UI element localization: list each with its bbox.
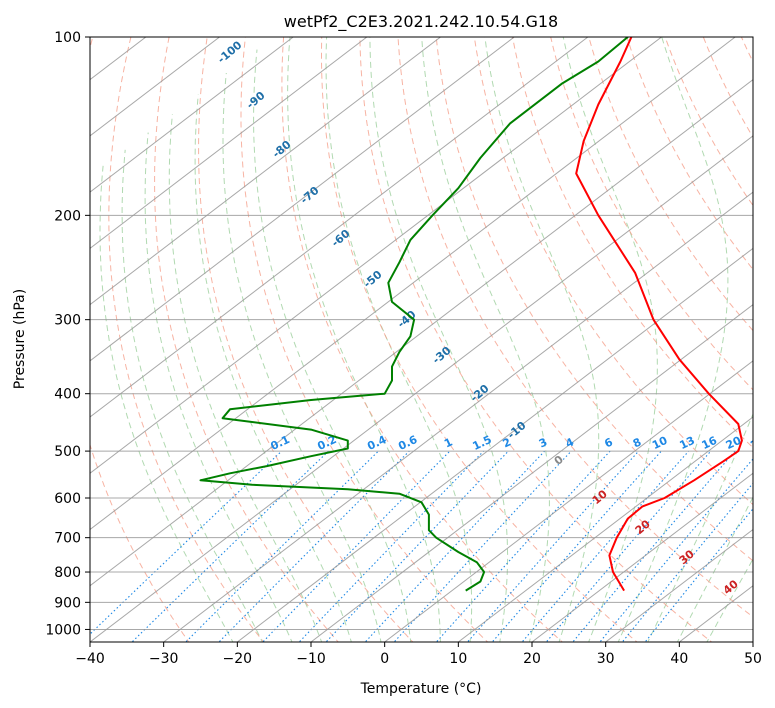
mixing-ratio-label: 16 — [700, 434, 720, 452]
x-tick-label: 50 — [744, 651, 762, 667]
y-tick-label: 200 — [54, 208, 81, 224]
y-tick-label: 900 — [54, 595, 81, 611]
mixing-ratio-label: 25 — [749, 434, 768, 452]
mixing-ratio-line — [466, 450, 640, 642]
dry-adiabat — [473, 37, 753, 506]
isotherm — [605, 528, 753, 642]
moist-adiabat — [617, 37, 729, 642]
y-tick-label: 600 — [54, 491, 81, 507]
mixing-ratio-line — [218, 450, 410, 642]
y-tick-label: 100 — [54, 30, 81, 46]
plot-frame — [89, 36, 754, 643]
isotherms — [90, 37, 753, 642]
isotherm — [90, 79, 753, 587]
y-tick-label: 700 — [54, 531, 81, 547]
dry-adiabat — [359, 37, 713, 642]
mixing-ratio-line — [298, 450, 484, 642]
temperature-profile — [575, 37, 743, 592]
profiles — [199, 37, 743, 592]
isotherm — [90, 37, 662, 474]
moist-adiabat — [144, 132, 293, 642]
y-tick-label: 800 — [54, 565, 81, 581]
isotherm — [531, 472, 753, 642]
mixing-ratio-line — [545, 450, 712, 642]
x-tick-label: 0 — [380, 651, 389, 667]
y-axis: 100 200 300 400 500 600 700 800 900 1000 — [45, 30, 90, 638]
isotherm — [90, 37, 368, 249]
mixing-ratio-line — [621, 482, 753, 642]
mixing-ratio-line — [262, 450, 451, 642]
x-tick-label: 20 — [523, 651, 541, 667]
y-tick-label: 400 — [54, 387, 81, 403]
moist-adiabat — [99, 165, 234, 642]
x-tick-label: 40 — [670, 651, 688, 667]
x-axis-label: Temperature (°C) — [360, 681, 482, 697]
mixing-ratio-label: 10 — [650, 434, 670, 452]
moist-adiabat — [222, 72, 382, 642]
plot-area: 0.10.20.40.611.52346810131620253036-100-… — [90, 37, 768, 642]
isotherm — [384, 360, 753, 642]
x-tick-label: −10 — [296, 651, 326, 667]
moist-adiabat — [194, 94, 352, 642]
dry-adiabat — [198, 37, 414, 642]
dewpoint-profile — [199, 37, 629, 592]
moist-adiabat — [168, 114, 323, 642]
y-axis-label: Pressure (hPa) — [12, 289, 28, 389]
y-tick-label: 500 — [54, 444, 81, 460]
isotherm — [163, 191, 753, 642]
mixing-ratio-line — [131, 450, 329, 642]
mixing-ratio-line — [435, 450, 611, 642]
mixing-ratio-line — [393, 450, 572, 642]
isotherm — [90, 37, 441, 306]
dry-adiabat — [240, 37, 489, 642]
isotherm — [90, 37, 294, 193]
isotherm — [237, 247, 753, 642]
x-tick-label: −20 — [223, 651, 253, 667]
moist-adiabat — [647, 412, 753, 642]
x-tick-label: 30 — [597, 651, 615, 667]
isotherm — [90, 135, 753, 642]
mixing-ratio-line — [325, 450, 509, 642]
x-axis: −40 −30 −20 −10 0 10 20 30 40 50 — [75, 642, 762, 667]
y-tick-label: 1000 — [45, 622, 81, 638]
chart-title: wetPf2_C2E3.2021.242.10.54.G18 — [284, 12, 558, 32]
isotherm — [90, 37, 736, 531]
moist-adiabat — [121, 149, 263, 642]
x-tick-label: −40 — [75, 651, 105, 667]
mixing-ratio-label: 13 — [678, 434, 697, 452]
y-tick-label: 300 — [54, 313, 81, 329]
pressure-gridlines — [90, 37, 753, 630]
isotherm — [90, 37, 589, 418]
isotherm — [90, 37, 515, 362]
mixing-ratio-line — [521, 450, 690, 642]
dry-adiabat — [435, 37, 753, 562]
x-tick-label: 10 — [449, 651, 467, 667]
x-tick-label: −30 — [149, 651, 179, 667]
isotherm — [458, 416, 753, 642]
